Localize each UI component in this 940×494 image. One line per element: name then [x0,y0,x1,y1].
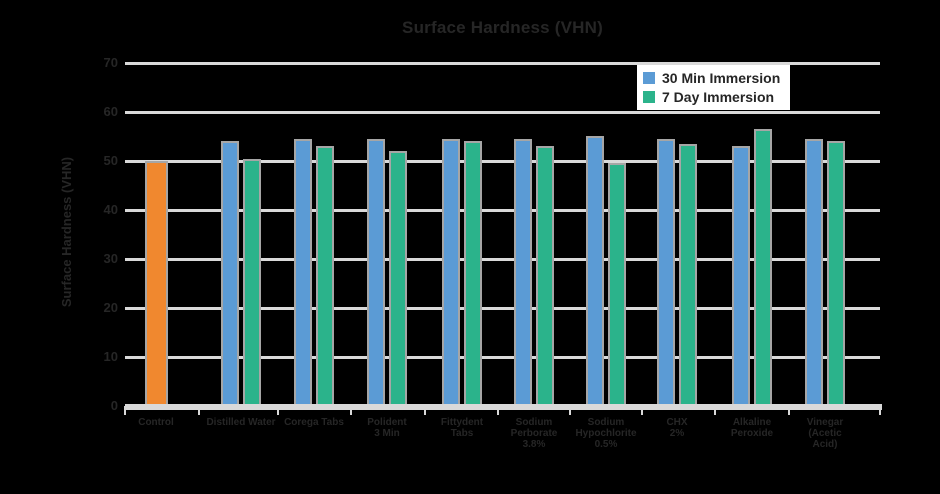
x-axis-category-label: Polident 3 Min [367,417,407,439]
bar-7-day-immersion [679,144,697,406]
legend-swatch-30min-icon [643,72,655,84]
bar-30-min-immersion [732,146,750,406]
x-axis-category-label: Alkaline Peroxide [730,417,774,439]
gridline [125,306,880,310]
x-axis-tick-mark [197,406,200,415]
y-axis-tick-label: 70 [103,55,118,70]
x-axis-tick-mark [713,406,716,415]
gridline [125,208,880,212]
bar-7-day-immersion [464,141,482,406]
bar-7-day-immersion [827,141,845,406]
bar-7-day-immersion [389,151,407,406]
x-axis-tick-mark [124,406,126,415]
y-axis-tick-label: 10 [103,349,118,364]
bar-30-min-immersion [514,139,532,406]
x-axis-tick-mark [423,406,426,415]
legend-swatch-7day-icon [643,91,655,103]
x-axis-tick-mark [879,406,881,415]
gridline [125,110,880,114]
x-axis-category-label: Sodium Hypochlorite 0.5% [575,417,637,450]
x-axis-category-label: Corega Tabs [284,417,344,428]
legend-item-7-day: 7 Day Immersion [643,89,784,105]
gridline [125,257,880,261]
bar-30-min-immersion [221,141,239,406]
y-axis-tick-label: 60 [103,104,118,119]
legend-item-30-min: 30 Min Immersion [643,70,784,86]
x-axis-line [125,404,882,410]
gridline [125,61,880,65]
bar-7-day-immersion [316,146,334,406]
bar-30-min-immersion [367,139,385,406]
x-axis-tick-mark [276,406,279,415]
y-axis-tick-label: 50 [103,153,118,168]
bar-30-min-immersion [294,139,312,406]
x-axis-tick-mark [787,406,790,415]
bar-7-day-immersion [754,129,772,406]
x-axis-tick-mark [349,406,352,415]
chart-title: Surface Hardness (VHN) [402,18,603,37]
x-axis-category-label: Vinegar (Acetic Acid) [806,417,844,450]
legend-label: 7 Day Immersion [662,89,775,105]
bar-control [144,161,168,406]
x-axis-category-label: CHX 2% [666,417,688,439]
y-axis-tick-label: 30 [103,251,118,266]
bar-30-min-immersion [657,139,675,406]
bar-7-day-immersion [608,163,626,406]
legend: 30 Min Immersion 7 Day Immersion [637,65,790,110]
gridline [125,355,880,359]
y-axis-tick-label: 20 [103,300,118,315]
bar-7-day-immersion [536,146,554,406]
gridline [125,159,880,163]
x-axis-category-label: Sodium Perborate 3.8% [510,417,558,450]
x-axis-category-label: Fittydent Tabs [440,417,484,439]
bar-30-min-immersion [805,139,823,406]
x-axis-tick-mark [497,406,499,415]
x-axis-category-label: Control [138,417,174,428]
bar-30-min-immersion [586,136,604,406]
x-axis-category-label: Distilled Water [206,417,276,428]
y-axis-title: Surface Hardness (VHN) [59,156,74,308]
bar-7-day-immersion [243,159,261,406]
bar-30-min-immersion [442,139,460,406]
y-axis-tick-label: 40 [103,202,118,217]
x-axis-tick-mark [640,406,643,415]
plot-area [125,61,882,410]
y-axis-tick-label: 0 [110,398,118,413]
x-axis-tick-mark [569,406,571,415]
legend-label: 30 Min Immersion [662,70,781,86]
